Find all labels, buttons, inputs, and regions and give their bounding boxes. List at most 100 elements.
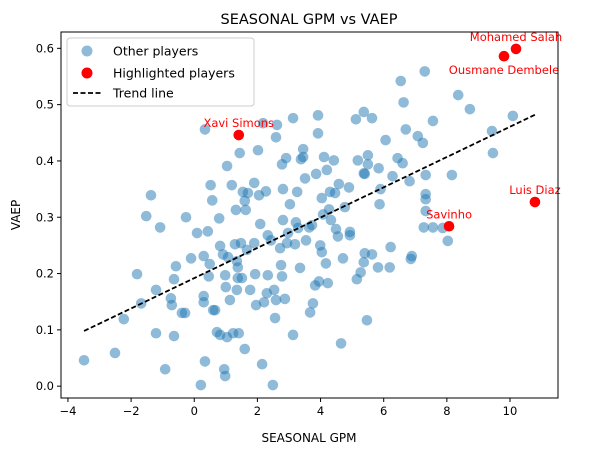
x-tick-label: 2 xyxy=(254,404,261,418)
point-other-player xyxy=(150,327,162,339)
x-tick-label: 10 xyxy=(503,404,518,418)
point-highlighted-player xyxy=(498,50,510,62)
point-other-player xyxy=(366,112,378,124)
point-other-player xyxy=(420,169,431,181)
point-other-player xyxy=(249,268,261,280)
point-other-player xyxy=(78,354,90,366)
point-other-player xyxy=(198,250,210,262)
point-other-player xyxy=(418,222,430,233)
x-tick-label: −2 xyxy=(123,404,140,418)
point-other-player xyxy=(271,119,283,131)
point-other-player xyxy=(291,186,303,198)
point-other-player xyxy=(310,168,322,180)
point-other-player xyxy=(374,199,385,210)
point-other-player xyxy=(385,241,396,253)
point-other-player xyxy=(362,159,374,170)
point-other-player xyxy=(258,296,270,308)
point-other-player xyxy=(312,110,324,121)
plot-marks: Mohamed Salah Ousmane Dembele Xavi Simons S… xyxy=(78,30,562,391)
y-axis-label: VAEP xyxy=(9,200,23,230)
point-other-player xyxy=(419,66,431,77)
point-other-player xyxy=(248,237,260,249)
point-other-player xyxy=(366,249,378,260)
point-other-player xyxy=(337,253,349,264)
point-other-player xyxy=(236,272,248,284)
point-other-player xyxy=(321,164,333,176)
point-other-player xyxy=(427,222,439,233)
point-other-player xyxy=(350,113,362,125)
point-other-player xyxy=(292,222,304,234)
point-other-player xyxy=(276,271,288,282)
point-other-player xyxy=(387,170,398,182)
point-other-player xyxy=(170,260,182,272)
point-other-player xyxy=(339,201,351,213)
point-other-player xyxy=(256,358,268,370)
point-other-player xyxy=(244,284,256,296)
point-highlighted-player xyxy=(233,129,245,141)
legend-label-highlighted: Highlighted players xyxy=(113,66,235,81)
point-other-player xyxy=(316,246,328,258)
point-other-player xyxy=(355,267,366,278)
point-other-player xyxy=(312,128,324,139)
point-other-player xyxy=(203,271,215,282)
point-other-player xyxy=(199,124,211,135)
point-other-player xyxy=(202,226,214,237)
legend-marker-highlighted xyxy=(81,67,93,79)
point-highlighted-player xyxy=(443,220,455,232)
point-other-player xyxy=(277,183,289,195)
point-other-player xyxy=(277,214,289,226)
point-other-player xyxy=(219,370,231,382)
point-other-player xyxy=(420,188,431,200)
point-other-player xyxy=(464,103,476,115)
point-other-player xyxy=(209,304,221,316)
legend-marker-other xyxy=(81,45,93,57)
point-other-player xyxy=(131,268,143,280)
highlighted-player-label: Luis Diaz xyxy=(509,183,560,197)
point-other-player xyxy=(234,147,246,159)
point-other-player xyxy=(248,177,260,189)
point-other-player xyxy=(150,284,162,296)
point-other-player xyxy=(252,144,264,156)
point-other-player xyxy=(289,238,301,250)
point-other-player xyxy=(299,173,311,184)
point-other-player xyxy=(260,186,272,197)
legend-label-trend: Trend line xyxy=(112,86,174,101)
highlighted-player-label: Mohamed Salah xyxy=(470,30,562,44)
point-other-player xyxy=(204,258,216,270)
x-axis-label: SEASONAL GPM xyxy=(261,431,356,445)
point-other-player xyxy=(205,179,216,191)
point-other-player xyxy=(270,131,282,143)
point-other-player xyxy=(328,155,340,166)
point-other-player xyxy=(307,298,319,309)
point-other-player xyxy=(180,211,192,223)
point-other-player xyxy=(427,115,439,127)
point-other-player xyxy=(404,175,415,187)
point-other-player xyxy=(254,218,266,230)
point-other-player xyxy=(224,294,236,306)
point-other-player xyxy=(333,178,345,190)
point-other-player xyxy=(325,214,337,226)
point-other-player xyxy=(233,327,245,339)
point-other-player xyxy=(375,183,386,195)
point-other-player xyxy=(159,363,171,375)
x-tick-label: 0 xyxy=(191,404,198,418)
point-other-player xyxy=(269,312,281,324)
point-other-player xyxy=(213,213,225,224)
y-tick-label: 0.6 xyxy=(36,41,54,55)
point-other-player xyxy=(140,210,152,222)
trend-line xyxy=(83,113,536,332)
y-tick-label: 0.0 xyxy=(36,379,54,393)
point-other-player xyxy=(191,227,203,239)
point-other-player xyxy=(361,314,373,326)
point-other-player xyxy=(199,356,211,367)
point-other-player xyxy=(154,222,166,233)
point-other-player xyxy=(281,237,293,249)
point-other-player xyxy=(352,155,364,166)
y-tick-label: 0.4 xyxy=(36,154,54,168)
plot-frame xyxy=(60,31,559,399)
y-tick-label: 0.5 xyxy=(36,98,54,112)
x-tick-label: 6 xyxy=(380,404,387,418)
highlighted-player-label: Savinho xyxy=(426,207,472,221)
point-other-player xyxy=(219,269,231,281)
